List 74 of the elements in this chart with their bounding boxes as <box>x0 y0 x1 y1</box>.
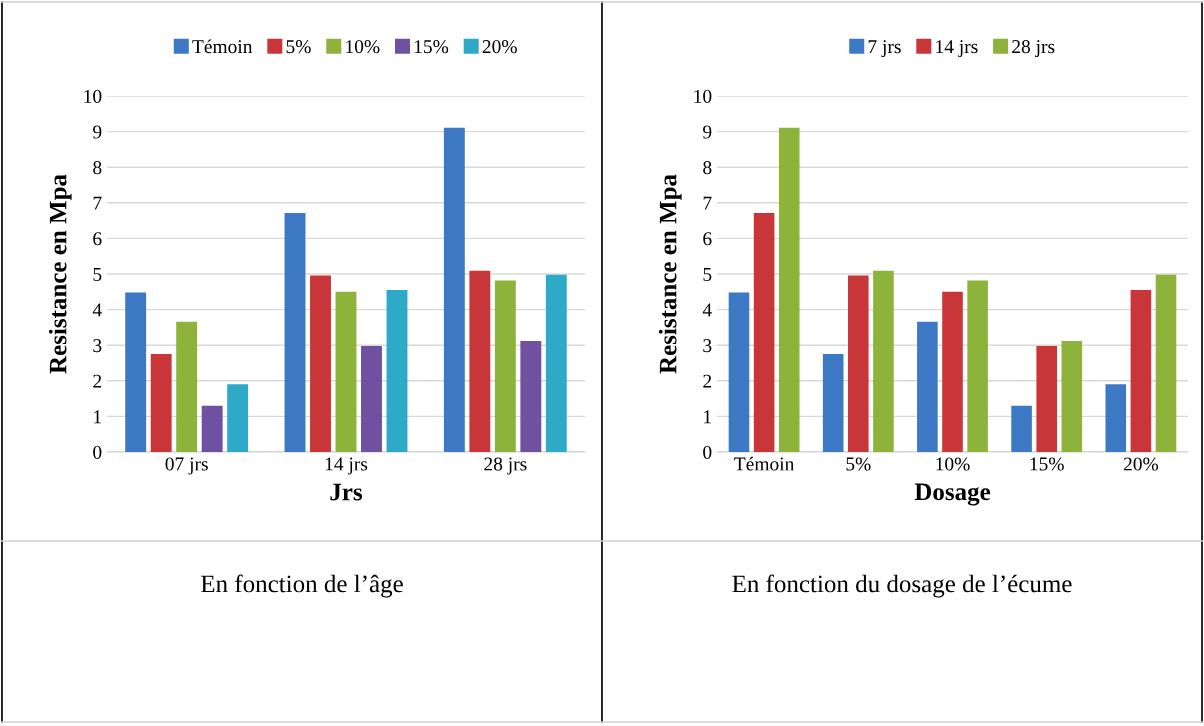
bar <box>227 384 249 452</box>
bar <box>284 213 306 452</box>
bar <box>1130 290 1152 452</box>
bar <box>469 270 491 452</box>
legend-label: 20% <box>482 40 517 54</box>
y-tick-label: 3 <box>93 339 102 353</box>
bar <box>728 292 750 452</box>
y-tick-label: 9 <box>93 125 102 139</box>
bar <box>873 270 894 452</box>
bar <box>494 280 516 452</box>
y-tick-label: 4 <box>92 303 102 317</box>
bar <box>443 127 465 452</box>
bar <box>753 213 775 452</box>
bar <box>1061 340 1083 452</box>
y-axis-title: Resistance en Mpa <box>48 174 72 374</box>
y-tick-label: 4 <box>702 303 712 317</box>
text: En fonction de l’âge <box>201 574 403 598</box>
y-axis-title: Resistance en Mpa <box>658 174 682 374</box>
x-tick-label: 20% <box>1123 457 1159 471</box>
x-tick-label: 14 jrs <box>325 457 368 475</box>
legend-label: 28 jrs <box>1012 40 1055 58</box>
bar <box>1036 345 1057 452</box>
legend-label: 14 jrs <box>936 40 978 58</box>
x-axis-title: Jrs <box>330 483 363 501</box>
y-tick-label: 6 <box>703 232 712 246</box>
bar <box>125 292 147 452</box>
y-tick-label: 5 <box>703 268 712 281</box>
bar <box>1155 274 1177 452</box>
y-tick-label: 7 <box>703 196 712 210</box>
bar <box>917 321 938 452</box>
bar <box>822 354 844 452</box>
text: En fonction du dosage de l’écume <box>732 574 1072 598</box>
bar <box>520 340 542 452</box>
bar <box>848 275 869 452</box>
y-tick-label: 8 <box>93 161 102 175</box>
x-tick-label: 10% <box>936 457 970 471</box>
bar <box>967 280 988 452</box>
x-axis-title: Dosage <box>914 483 991 506</box>
bar <box>778 127 800 452</box>
y-tick-label: 5 <box>93 268 102 281</box>
y-tick-label: 2 <box>93 374 102 388</box>
y-tick-label: 0 <box>93 445 102 459</box>
y-tick-label: 10 <box>694 89 712 103</box>
x-tick-label: 07 jrs <box>165 457 208 475</box>
x-tick-label: 28 jrs <box>484 457 527 475</box>
x-tick-label: 5% <box>846 457 871 471</box>
y-tick-label: 2 <box>703 374 712 388</box>
bar <box>176 321 198 452</box>
legend-label: 10% <box>346 40 380 54</box>
y-tick-label: 3 <box>703 339 712 353</box>
bar <box>545 274 567 452</box>
legend-label: Témoin <box>192 39 253 54</box>
y-tick-label: 7 <box>93 196 102 210</box>
x-tick-label: Témoin <box>734 456 795 471</box>
y-tick-label: 10 <box>84 89 102 103</box>
bar <box>361 345 382 452</box>
legend-label: 7 jrs <box>868 40 901 58</box>
legend-label: 5% <box>286 40 311 54</box>
legend-label: 15% <box>414 40 449 54</box>
bar <box>386 290 408 452</box>
bar <box>335 291 357 452</box>
y-tick-label: 0 <box>703 445 712 459</box>
y-tick-label: 9 <box>703 125 712 139</box>
bar <box>310 275 331 452</box>
bar <box>1105 384 1127 452</box>
bar <box>1011 405 1032 452</box>
y-tick-label: 1 <box>704 410 711 424</box>
bar <box>201 405 223 452</box>
y-tick-label: 6 <box>93 232 102 246</box>
bar <box>150 354 172 452</box>
y-tick-label: 1 <box>94 410 101 424</box>
bar <box>942 291 963 452</box>
x-tick-label: 15% <box>1030 457 1064 471</box>
y-tick-label: 8 <box>703 161 712 175</box>
